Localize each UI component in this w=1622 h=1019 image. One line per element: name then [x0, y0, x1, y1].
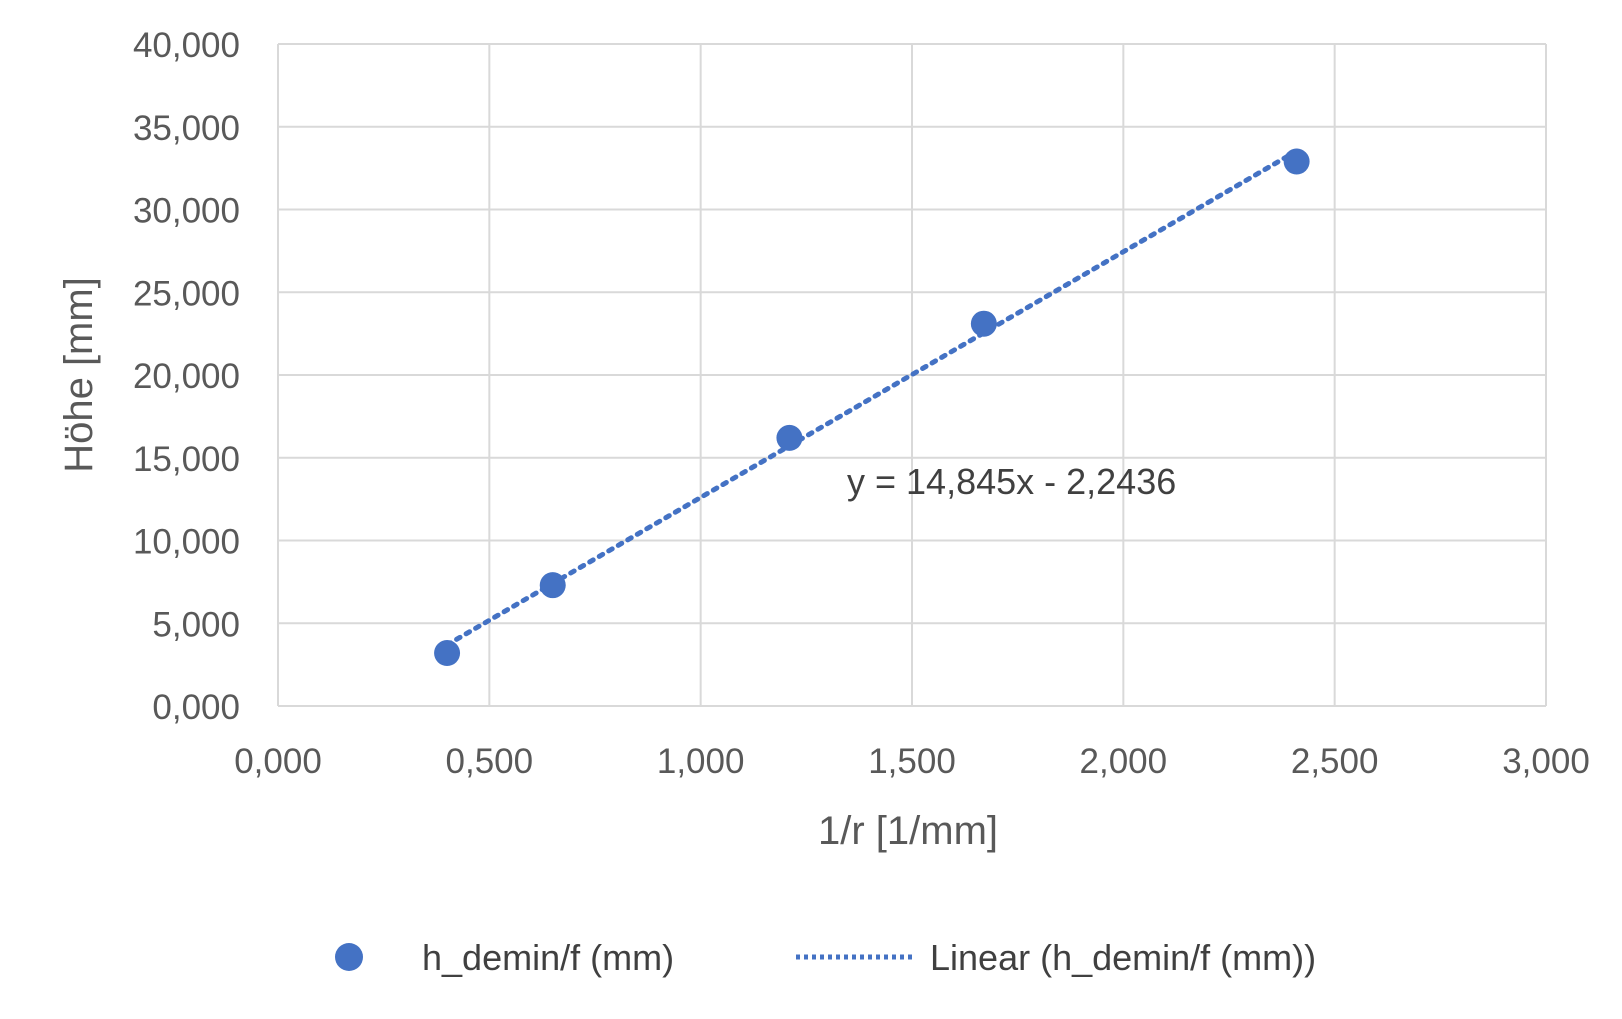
data-point-0 — [434, 640, 461, 667]
x-tick-label-6: 3,000 — [1502, 742, 1590, 781]
y-tick-label-6: 30,000 — [133, 192, 240, 231]
x-tick-label-2: 1,000 — [657, 742, 745, 781]
y-tick-label-1: 5,000 — [152, 605, 240, 644]
y-tick-label-5: 25,000 — [133, 274, 240, 313]
y-tick-label-3: 15,000 — [133, 440, 240, 479]
y-tick-labels: 0,000 5,000 10,000 15,000 20,000 25,000 30,000… — [133, 26, 240, 727]
x-tick-label-5: 2,500 — [1291, 742, 1379, 781]
legend-label-trendline: Linear (h_demin/f (mm)) — [930, 937, 1316, 978]
x-tick-label-1: 0,500 — [446, 742, 534, 781]
y-tick-label-7: 35,000 — [133, 109, 240, 148]
data-point-2 — [776, 424, 803, 451]
y-axis-label: Höhe [mm] — [57, 277, 101, 473]
x-tick-label-0: 0,000 — [234, 742, 322, 781]
gridlines — [277, 43, 1547, 707]
legend-marker-scatter — [335, 943, 363, 971]
x-axis-label: 1/r [1/mm] — [818, 809, 998, 853]
data-point-4 — [1283, 148, 1310, 175]
data-point-3 — [970, 310, 997, 337]
y-tick-label-0: 0,000 — [152, 688, 240, 727]
legend-label-series: h_demin/f (mm) — [422, 937, 674, 978]
data-point-1 — [539, 572, 566, 599]
x-tick-label-4: 2,000 — [1080, 742, 1168, 781]
y-tick-label-2: 10,000 — [133, 523, 240, 562]
legend: h_demin/f (mm) Linear (h_demin/f (mm)) — [335, 937, 1316, 978]
trendline — [444, 148, 1300, 648]
y-tick-label-8: 40,000 — [133, 26, 240, 65]
trendline-equation: y = 14,845x - 2,2436 — [847, 461, 1176, 502]
y-tick-label-4: 20,000 — [133, 357, 240, 396]
x-tick-labels: 0,000 0,500 1,000 1,500 2,000 2,500 3,000 — [234, 742, 1590, 781]
data-points — [434, 148, 1310, 667]
trendline-layer — [444, 148, 1300, 648]
x-tick-label-3: 1,500 — [868, 742, 956, 781]
